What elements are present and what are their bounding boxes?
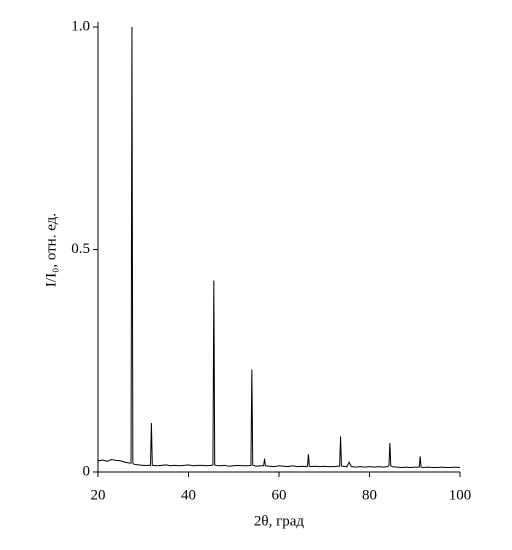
y-tick-label: 0 [83,463,91,479]
y-tick-label: 0.5 [71,241,90,257]
y-tick-label: 1.0 [71,18,90,34]
x-tick-label: 20 [91,487,106,503]
x-tick-label: 100 [449,487,472,503]
x-axis-label: 2θ, град [254,513,304,529]
x-tick-label: 60 [272,487,287,503]
data-line [97,26,461,469]
y-axis-label: I/I₀, отн. ед. [43,213,59,287]
x-tick-label: 80 [362,487,377,503]
x-tick-label: 40 [181,487,196,503]
